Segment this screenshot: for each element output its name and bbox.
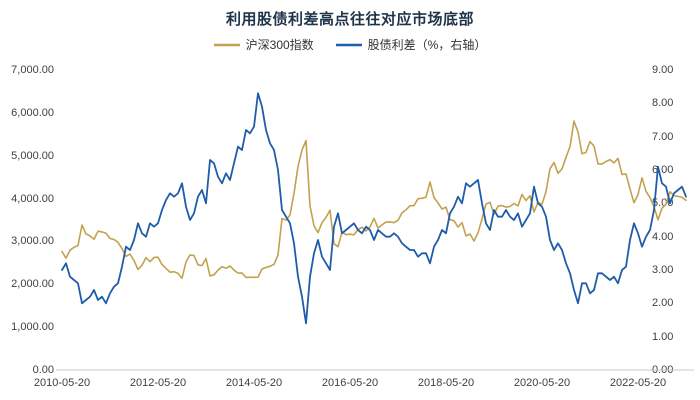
legend-label-spread: 股债利差（%，右轴）: [367, 38, 487, 52]
x-axis-tick: 2012-05-20: [129, 377, 187, 389]
y-axis-right-tick: 2.00: [652, 297, 674, 309]
x-axis-tick: 2018-05-20: [417, 377, 475, 389]
legend: 沪深300指数 股债利差（%，右轴）: [0, 36, 700, 53]
x-axis-tick: 2020-05-20: [513, 377, 571, 389]
y-axis-left-tick: 3,000.00: [11, 235, 54, 247]
legend-swatch-csi300-icon: [213, 43, 240, 46]
y-axis-right-tick: 7.00: [652, 131, 674, 143]
y-axis-left-tick: 6,000.00: [11, 107, 54, 119]
x-axis-tick: 2016-05-20: [321, 377, 379, 389]
series-line-spread[interactable]: [61, 92, 687, 325]
x-axis-tick: 2014-05-20: [225, 377, 283, 389]
legend-item-spread[interactable]: 股债利差（%，右轴）: [335, 36, 487, 53]
y-axis-left-tick: 1,000.00: [11, 321, 54, 333]
y-axis-right-tick: 3.00: [652, 264, 674, 276]
y-axis-right-tick: 8.00: [652, 97, 674, 109]
y-axis-left-tick: 5,000.00: [11, 150, 54, 162]
y-axis-left-tick: 4,000.00: [11, 193, 54, 205]
legend-swatch-spread-icon: [335, 43, 362, 46]
legend-item-csi300[interactable]: 沪深300指数: [213, 36, 314, 53]
y-axis-left-tick: 7,000.00: [11, 64, 54, 76]
y-axis-right-tick: 4.00: [652, 231, 674, 243]
y-axis-left-tick: 2,000.00: [11, 278, 54, 290]
legend-label-csi300: 沪深300指数: [245, 38, 314, 52]
x-axis-tick: 2022-05-20: [609, 377, 667, 389]
y-axis-right-tick: 9.00: [652, 64, 674, 76]
series-line-csi300[interactable]: [61, 120, 687, 280]
y-axis-right-tick: 1.00: [652, 331, 674, 343]
chart-title: 利用股债利差高点往往对应市场底部: [225, 11, 474, 28]
x-axis-tick: 2010-05-20: [33, 377, 91, 389]
y-axis-left-tick: 0.00: [32, 364, 54, 376]
